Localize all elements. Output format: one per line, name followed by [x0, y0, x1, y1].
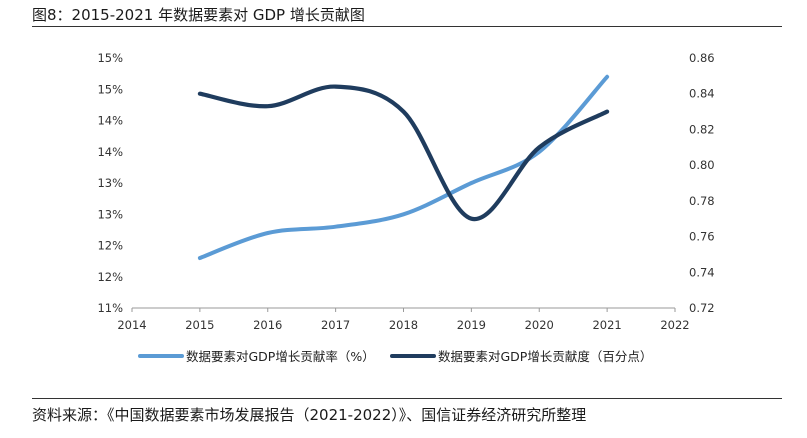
chart: 2014 2015 2016 2017 2018 2019 2020 2021 2022 15% 1…: [97, 51, 714, 364]
y-right-tick-label: 0.76: [689, 230, 715, 244]
figure-title: 图8：2015-2021 年数据要素对 GDP 增长贡献图: [32, 6, 365, 24]
x-tick-label: 2019: [457, 318, 486, 332]
series-line-contribution-degree: [197, 84, 610, 221]
y-left-tick-label: 15%: [97, 82, 123, 96]
y-right-tick-label: 0.78: [689, 194, 715, 208]
y-right-tick-label: 0.80: [689, 158, 715, 172]
chart-lines: [197, 74, 610, 260]
y-left-tick-label: 13%: [97, 176, 123, 190]
y-left-tick-label: 15%: [97, 51, 123, 65]
y-left-tick-label: 14%: [97, 114, 123, 128]
chart-axes: 2014 2015 2016 2017 2018 2019 2020 2021 2022 15% 1…: [97, 51, 714, 332]
y-left-tick-label: 14%: [97, 145, 123, 159]
x-tick-label: 2018: [389, 318, 418, 332]
x-tick-label: 2016: [253, 318, 282, 332]
x-tick-label: 2022: [660, 318, 689, 332]
y-left-tick-label: 12%: [97, 239, 123, 253]
chart-legend: 数据要素对GDP增长贡献率（%） 数据要素对GDP增长贡献度（百分点）: [138, 349, 652, 364]
y-right-tick-label: 0.82: [689, 122, 715, 136]
y-right-tick-label: 0.84: [689, 87, 715, 101]
x-tick-label: 2021: [592, 318, 621, 332]
y-right-tick-label: 0.86: [689, 51, 715, 65]
series-line-contribution-rate: [197, 74, 610, 260]
y-left-tick-label: 11%: [97, 301, 123, 315]
y-left-tick-label: 13%: [97, 207, 123, 221]
y-right-tick-label: 0.72: [689, 301, 715, 315]
x-tick-label: 2014: [117, 318, 146, 332]
y-right-tick-label: 0.74: [689, 265, 715, 279]
y-left-tick-label: 12%: [97, 270, 123, 284]
source-note: 资料来源：《中国数据要素市场发展报告（2021-2022）》、国信证券经济研究所…: [32, 406, 587, 424]
x-tick-label: 2015: [185, 318, 214, 332]
title-divider: [32, 26, 782, 27]
legend-label: 数据要素对GDP增长贡献度（百分点）: [438, 349, 652, 364]
x-tick-label: 2020: [525, 318, 554, 332]
source-divider: [32, 398, 782, 399]
legend-label: 数据要素对GDP增长贡献率（%）: [186, 349, 375, 364]
x-tick-label: 2017: [321, 318, 350, 332]
